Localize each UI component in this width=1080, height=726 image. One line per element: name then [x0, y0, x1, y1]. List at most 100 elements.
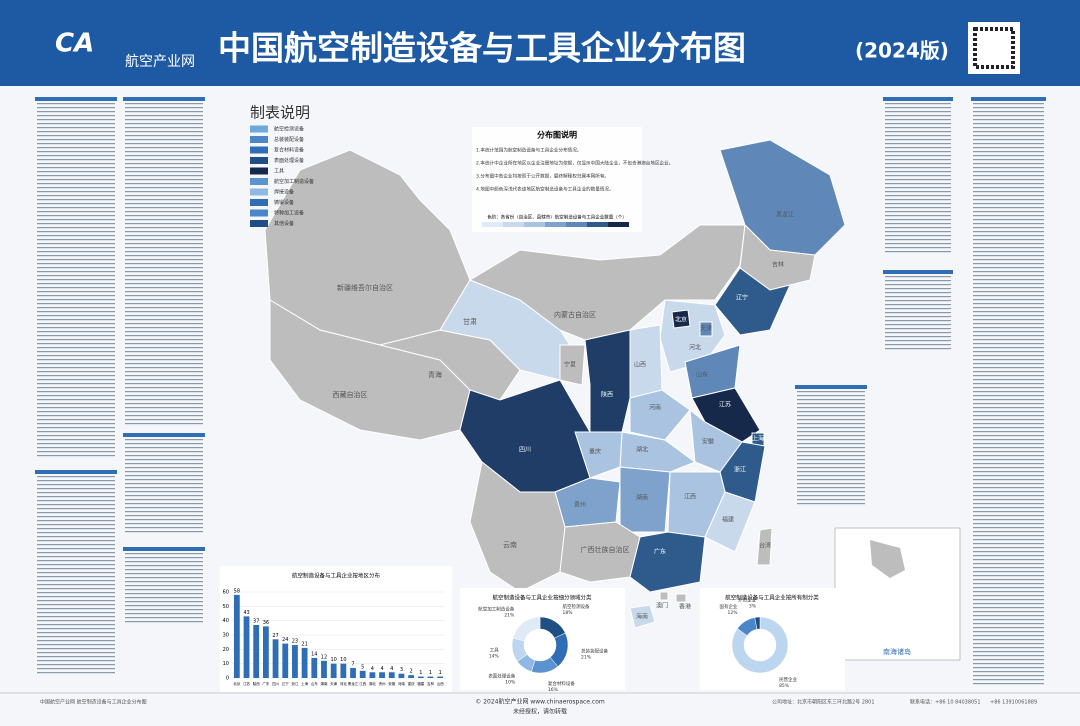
- region-label: 河南: [649, 404, 661, 412]
- table-row: [885, 175, 951, 177]
- table-row: [885, 235, 951, 237]
- bar: [398, 673, 405, 678]
- donut-segment: [512, 616, 541, 642]
- bar: [253, 624, 260, 678]
- table-row: [973, 507, 1044, 509]
- table-row: [797, 475, 865, 477]
- edition: (2024版): [855, 39, 949, 63]
- table-row: [973, 355, 1044, 357]
- region-label: 河北: [689, 344, 701, 352]
- legend-swatch: [250, 167, 268, 175]
- table-row: [125, 187, 203, 189]
- table-row: [37, 371, 115, 373]
- region: [629, 604, 656, 629]
- table-row: [973, 583, 1044, 585]
- table-row: [885, 171, 951, 173]
- table-row: [973, 139, 1044, 141]
- table-row: [37, 636, 115, 638]
- table-row: [37, 592, 115, 594]
- table-row: [797, 435, 865, 437]
- table-row: [37, 415, 115, 417]
- table-row: [797, 503, 865, 505]
- table-row: [797, 483, 865, 485]
- table-row: [125, 557, 203, 559]
- table-row: [125, 179, 203, 181]
- table-row: [125, 139, 203, 141]
- table-row: [37, 500, 115, 502]
- table-row: [973, 395, 1044, 397]
- legend-item: 其他设备: [274, 220, 294, 227]
- legend-item: 工具: [274, 169, 284, 175]
- region-label: 海南: [636, 613, 648, 621]
- table-row: [973, 399, 1044, 401]
- footer-center2: 未经授权，请勿转载: [513, 708, 567, 716]
- region: [584, 329, 631, 433]
- table-row: [973, 635, 1044, 637]
- table-row: [125, 103, 203, 105]
- table-row: [37, 187, 115, 189]
- region-label: 福建: [722, 516, 734, 524]
- table-row: [125, 143, 203, 145]
- table-row: [37, 267, 115, 269]
- region: [699, 321, 713, 337]
- region-label: 江西: [684, 494, 696, 501]
- table-row: [973, 619, 1044, 621]
- table-row: [125, 475, 203, 477]
- table-row: [125, 391, 203, 393]
- table-row: [125, 111, 203, 113]
- table-row: [37, 560, 115, 562]
- value-label: 24: [282, 637, 288, 643]
- table-row: [973, 379, 1044, 381]
- x-tick-label: 辽宁: [282, 681, 290, 686]
- table-row: [37, 612, 115, 614]
- region: [671, 309, 691, 329]
- table-row: [885, 288, 951, 290]
- table-row: [885, 135, 951, 137]
- table-row: [37, 207, 115, 209]
- bar: [282, 643, 289, 678]
- table-row: [885, 143, 951, 145]
- table-row: [973, 671, 1044, 673]
- table-row: [37, 283, 115, 285]
- value-label: 37: [253, 618, 259, 624]
- table-row: [125, 295, 203, 297]
- qr-pattern: [973, 27, 1015, 69]
- table-row: [37, 167, 115, 169]
- table-row: [973, 351, 1044, 353]
- table-row: [885, 119, 951, 121]
- table-row: [37, 351, 115, 353]
- y-tick-label: 50: [223, 604, 229, 610]
- table-row: [125, 593, 203, 595]
- table-row: [885, 328, 951, 330]
- table-row: [797, 487, 865, 489]
- table-row: [125, 319, 203, 321]
- table-row: [37, 319, 115, 321]
- table-row: [885, 131, 951, 133]
- table-row: [37, 568, 115, 570]
- table-row: [37, 375, 115, 377]
- table-row: [973, 539, 1044, 541]
- table-row: [885, 348, 951, 350]
- value-label: 2: [410, 669, 413, 675]
- x-tick-label: 河南: [398, 681, 406, 686]
- bar: [369, 672, 376, 678]
- region-label: 香港: [679, 603, 691, 611]
- x-tick-label: 四川: [272, 682, 280, 686]
- table-row: [885, 340, 951, 342]
- region-label: 上海: [752, 435, 764, 443]
- table-row: [125, 371, 203, 373]
- value-label: 27: [272, 633, 278, 639]
- table-row: [37, 652, 115, 654]
- table-row: [973, 491, 1044, 493]
- table-row: [125, 275, 203, 277]
- table-row: [37, 359, 115, 361]
- region-label: 浙江: [734, 466, 746, 474]
- region-label: 台湾: [759, 542, 771, 550]
- table-row: [885, 207, 951, 209]
- region: [691, 387, 761, 443]
- table-row: [125, 219, 203, 221]
- table-row: [973, 403, 1044, 405]
- table-row: [885, 115, 951, 117]
